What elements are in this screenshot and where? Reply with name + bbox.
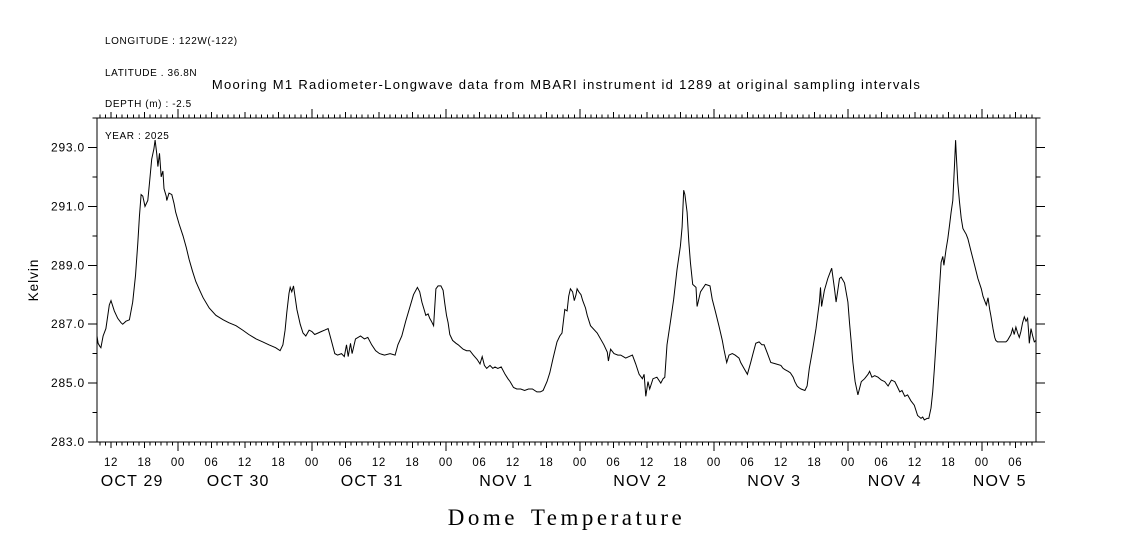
x-hour-label: 12 — [104, 457, 118, 469]
y-tick-label: 293.0 — [51, 141, 85, 155]
x-hour-label: 06 — [606, 457, 620, 469]
x-hour-label: 00 — [439, 457, 453, 469]
x-axis-caption: Dome Temperature — [447, 505, 686, 530]
x-hour-label: 00 — [841, 457, 855, 469]
x-hour-label: 12 — [774, 457, 788, 469]
x-date-label: NOV 1 — [479, 473, 533, 490]
x-hour-label: 12 — [908, 457, 922, 469]
y-tick-label: 291.0 — [51, 199, 85, 213]
metadata-block: LONGITUDE : 122W(-122) LATITUDE . 36.8N … — [105, 16, 238, 163]
metadata-year: YEAR : 2025 — [105, 130, 170, 142]
x-hour-label: 00 — [707, 457, 721, 469]
axes-group — [88, 109, 1045, 451]
plot-title: Mooring M1 Radiometer-Longwave data from… — [211, 77, 922, 92]
plot-frame — [96, 117, 1037, 443]
x-hour-label: 00 — [171, 457, 185, 469]
x-hour-label: 12 — [372, 457, 386, 469]
x-date-label: NOV 4 — [868, 473, 922, 490]
series-line — [96, 140, 1037, 421]
x-hour-label: 06 — [204, 457, 218, 469]
x-hour-label: 18 — [941, 457, 955, 469]
x-hour-label: 12 — [238, 457, 252, 469]
x-hour-label: 12 — [506, 457, 520, 469]
y-tick-label: 289.0 — [51, 258, 85, 272]
x-hour-label: 18 — [271, 457, 285, 469]
x-date-label: NOV 3 — [747, 473, 801, 490]
x-hour-label: 18 — [673, 457, 687, 469]
x-hour-label: 18 — [539, 457, 553, 469]
y-tick-label: 287.0 — [51, 317, 85, 331]
metadata-latitude: LATITUDE . 36.8N — [105, 67, 198, 79]
x-hour-label: 00 — [305, 457, 319, 469]
x-hour-label: 18 — [138, 457, 152, 469]
x-hour-label: 06 — [740, 457, 754, 469]
y-tick-label: 283.0 — [51, 435, 85, 449]
x-hour-label: 18 — [807, 457, 821, 469]
x-date-label: OCT 29 — [101, 473, 164, 490]
x-hour-label: 12 — [640, 457, 654, 469]
x-date-label: NOV 2 — [613, 473, 667, 490]
metadata-depth: DEPTH (m) : -2.5 — [105, 99, 192, 110]
metadata-longitude: LONGITUDE : 122W(-122) — [105, 36, 238, 47]
x-date-label: OCT 30 — [207, 473, 270, 490]
x-hour-label: 00 — [975, 457, 989, 469]
x-date-label: NOV 5 — [973, 473, 1027, 490]
x-hour-label: 00 — [573, 457, 587, 469]
x-hour-label: 06 — [338, 457, 352, 469]
x-hour-label: 06 — [472, 457, 486, 469]
x-hour-label: 06 — [1008, 457, 1022, 469]
x-date-label: OCT 31 — [341, 473, 404, 490]
x-hour-label: 06 — [874, 457, 888, 469]
x-hour-label: 18 — [405, 457, 419, 469]
y-axis-title: Kelvin — [26, 259, 41, 302]
y-tick-label: 285.0 — [51, 376, 85, 390]
